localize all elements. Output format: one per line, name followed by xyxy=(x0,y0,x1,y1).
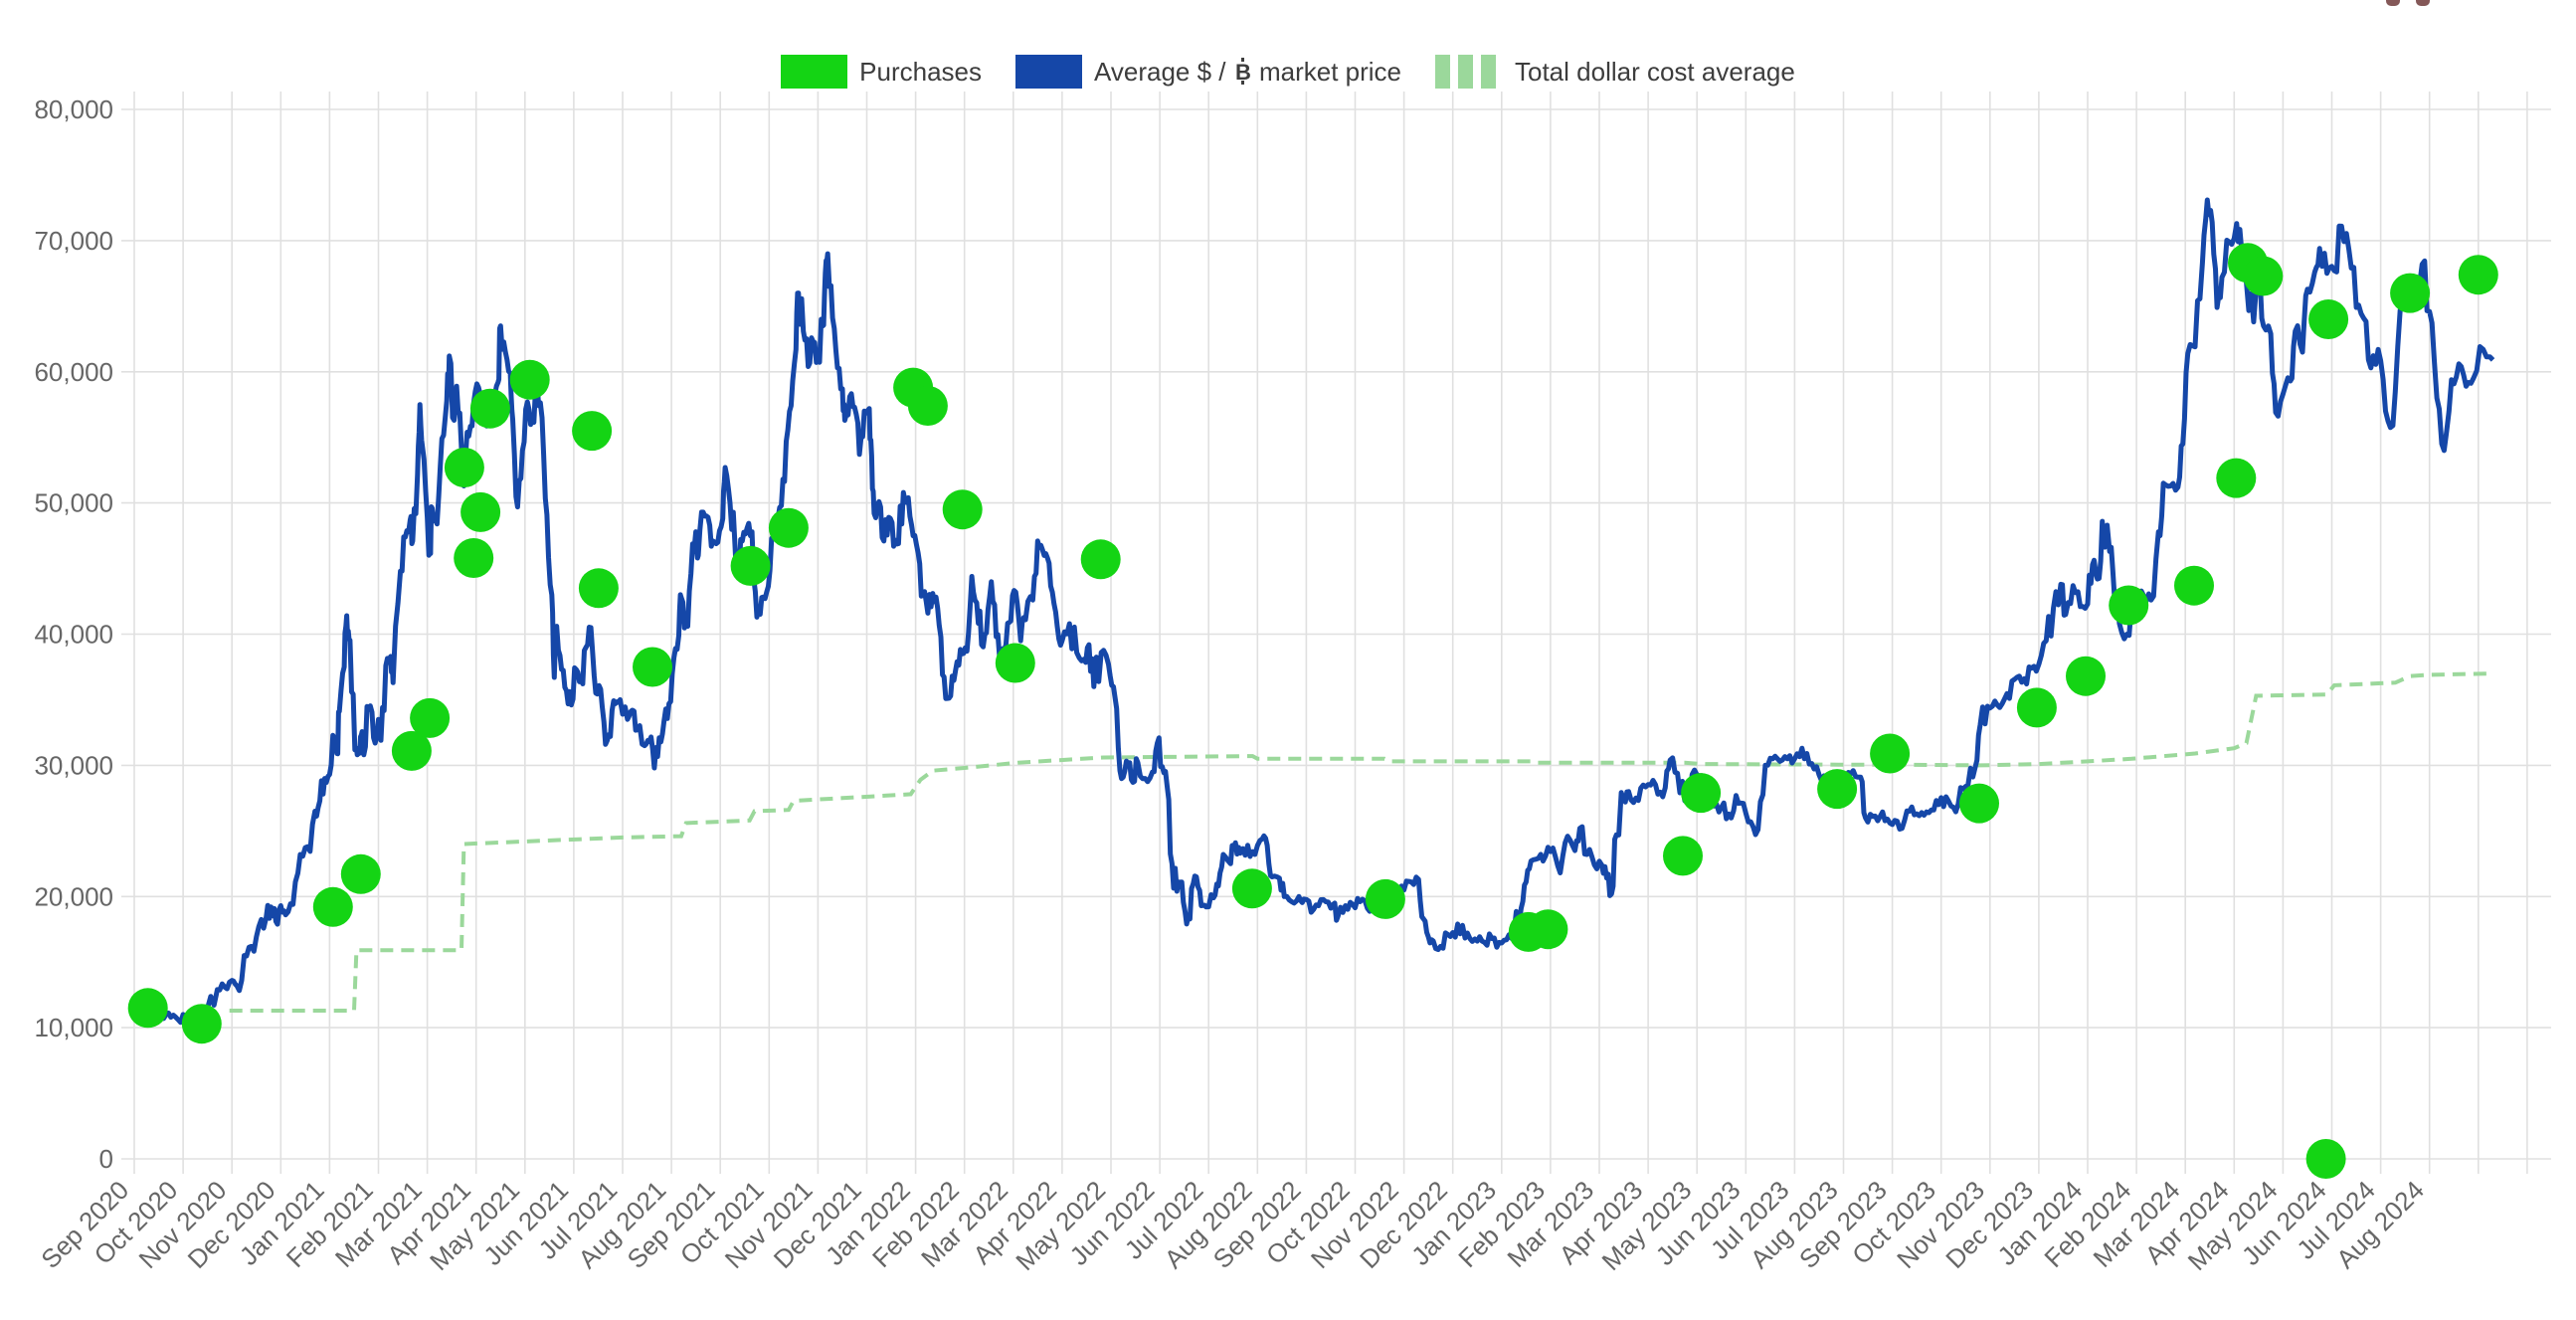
purchase-dot[interactable] xyxy=(2243,256,2284,296)
purchase-dot[interactable] xyxy=(995,643,1035,683)
y-axis-label: 30,000 xyxy=(34,750,113,780)
y-axis-label: 10,000 xyxy=(34,1013,113,1042)
purchase-dot[interactable] xyxy=(2216,458,2257,498)
purchase-dot[interactable] xyxy=(340,853,381,894)
dca-line xyxy=(229,671,2493,1013)
purchase-dot[interactable] xyxy=(633,647,672,687)
purchase-dot[interactable] xyxy=(1959,783,1999,824)
purchase-dot[interactable] xyxy=(2109,585,2149,626)
legend-label-dca: Total dollar cost average xyxy=(1515,56,1795,87)
purchase-dot[interactable] xyxy=(454,538,494,578)
purchase-dot[interactable] xyxy=(1528,909,1568,950)
legend-item-purchases[interactable]: Purchases xyxy=(781,55,982,89)
legend-label-market-price: Average $ / B market price xyxy=(1094,56,1401,87)
purchase-dot[interactable] xyxy=(127,988,168,1029)
legend-label-purchases: Purchases xyxy=(859,56,982,87)
legend-item-market-price[interactable]: Average $ / B market price xyxy=(1015,55,1401,89)
purchase-dot[interactable] xyxy=(469,388,510,429)
purchase-dot[interactable] xyxy=(1231,868,1272,909)
y-axis-label: 60,000 xyxy=(34,357,113,387)
purchase-dot[interactable] xyxy=(391,730,432,771)
purchase-dot[interactable] xyxy=(730,545,771,586)
legend-swatch-purchases xyxy=(781,55,848,89)
purchase-dot[interactable] xyxy=(410,697,451,738)
purchase-dot[interactable] xyxy=(2016,687,2057,728)
purchase-dot[interactable] xyxy=(1365,878,1405,919)
purchase-dot[interactable] xyxy=(460,491,501,532)
purchase-dot[interactable] xyxy=(1870,733,1911,774)
y-axis-label: 20,000 xyxy=(34,881,113,911)
purchase-dot[interactable] xyxy=(572,411,613,452)
purchase-dot[interactable] xyxy=(942,489,983,530)
legend-item-dca[interactable]: Total dollar cost average xyxy=(1435,55,1795,89)
purchase-dot[interactable] xyxy=(2458,255,2498,295)
purchase-dot[interactable] xyxy=(2066,656,2106,696)
cropped-ui-fragment-dot xyxy=(2386,0,2400,6)
purchase-dot[interactable] xyxy=(1080,539,1121,580)
purchase-dot[interactable] xyxy=(578,568,619,609)
purchase-dot[interactable] xyxy=(768,507,809,548)
purchase-dot[interactable] xyxy=(2390,273,2431,313)
chart-legend: Purchases Average $ / B market price Tot… xyxy=(0,50,2576,94)
cropped-ui-fragment-dot xyxy=(2416,0,2430,6)
y-axis-label: 40,000 xyxy=(34,620,113,650)
purchase-dot[interactable] xyxy=(1663,836,1703,876)
purchase-dot[interactable] xyxy=(2308,299,2349,339)
purchase-dot[interactable] xyxy=(907,386,948,426)
y-axis-label: 0 xyxy=(99,1144,113,1174)
purchase-dot[interactable] xyxy=(1681,773,1722,814)
price-line xyxy=(132,197,2495,1031)
legend-swatch-price xyxy=(1015,55,1082,89)
purchase-dot[interactable] xyxy=(1817,769,1858,810)
purchase-dot[interactable] xyxy=(444,448,484,487)
purchase-dot[interactable] xyxy=(2305,1139,2346,1179)
purchase-dot[interactable] xyxy=(509,359,550,400)
bitcoin-symbol-icon: B xyxy=(1235,57,1251,85)
purchase-dot[interactable] xyxy=(2174,565,2214,606)
purchase-dot[interactable] xyxy=(181,1004,222,1044)
purchase-dot[interactable] xyxy=(312,886,353,927)
y-axis-label: 70,000 xyxy=(34,226,113,256)
svg-text:B: B xyxy=(1235,60,1251,85)
y-axis-label: 80,000 xyxy=(34,94,113,124)
legend-swatch-dca xyxy=(1435,55,1503,89)
y-axis-label: 50,000 xyxy=(34,488,113,518)
